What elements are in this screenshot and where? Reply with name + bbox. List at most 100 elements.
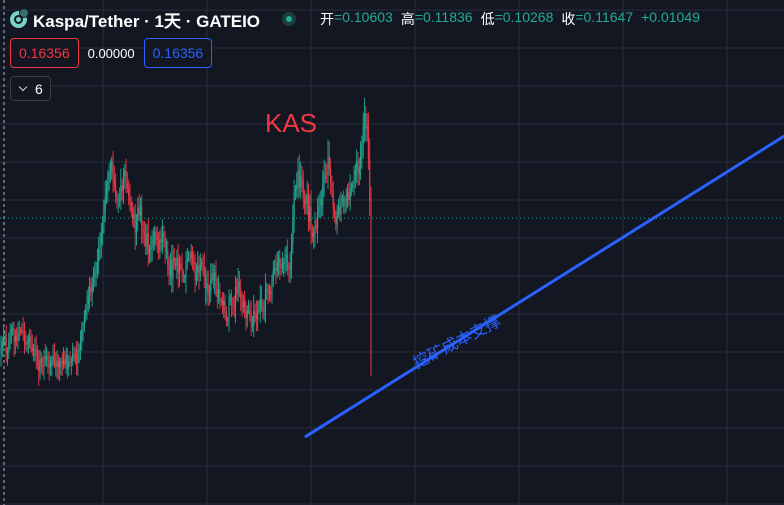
candle-body[interactable]: [173, 257, 175, 262]
candle-body[interactable]: [14, 335, 16, 342]
sell-button[interactable]: 0.16356: [10, 38, 79, 68]
candle-body[interactable]: [284, 257, 286, 262]
candle-body[interactable]: [31, 345, 33, 351]
candle-body[interactable]: [40, 358, 42, 366]
candle-body[interactable]: [330, 169, 332, 184]
candle-body[interactable]: [228, 298, 230, 321]
candle-body[interactable]: [352, 184, 354, 188]
candle-body[interactable]: [281, 263, 283, 269]
candle-body[interactable]: [172, 257, 174, 279]
candle-body[interactable]: [339, 206, 341, 215]
candle-body[interactable]: [16, 335, 18, 341]
candle-body[interactable]: [13, 328, 15, 342]
candle-body[interactable]: [168, 266, 170, 276]
candle-body[interactable]: [128, 187, 130, 197]
candle-body[interactable]: [68, 361, 70, 369]
candle-body[interactable]: [36, 356, 39, 361]
candle-body[interactable]: [18, 330, 20, 332]
candle-body[interactable]: [38, 360, 40, 371]
candle-body[interactable]: [354, 169, 356, 177]
candle-body[interactable]: [309, 206, 311, 222]
candle-body[interactable]: [171, 260, 173, 279]
candle-body[interactable]: [358, 167, 360, 174]
candle-body[interactable]: [300, 175, 302, 187]
candle-body[interactable]: [39, 358, 41, 371]
candle-body[interactable]: [141, 206, 143, 227]
candle-body[interactable]: [259, 299, 261, 310]
candle-body[interactable]: [336, 212, 338, 225]
candle-body[interactable]: [296, 185, 298, 189]
candle-body[interactable]: [212, 273, 214, 281]
candle-body[interactable]: [247, 309, 250, 311]
candle-body[interactable]: [360, 155, 362, 168]
candle-body[interactable]: [332, 191, 334, 209]
candle-body[interactable]: [29, 336, 31, 341]
candle-body[interactable]: [129, 196, 131, 202]
candle-body[interactable]: [57, 360, 59, 368]
candle-body[interactable]: [229, 297, 231, 299]
candle-body[interactable]: [313, 233, 315, 237]
candle-body[interactable]: [245, 307, 247, 319]
kaspa-logo-icon[interactable]: [10, 7, 29, 28]
candle-body[interactable]: [55, 362, 57, 367]
trend-line[interactable]: [304, 134, 784, 438]
candle-body[interactable]: [147, 233, 149, 254]
candle-body[interactable]: [314, 225, 316, 233]
candle-body[interactable]: [154, 231, 156, 244]
candle-body[interactable]: [83, 315, 85, 327]
candle-body[interactable]: [184, 277, 186, 279]
candle-body[interactable]: [208, 293, 210, 295]
candle-body[interactable]: [337, 206, 339, 213]
candle-body[interactable]: [163, 232, 165, 238]
candle-body[interactable]: [237, 281, 239, 294]
candle-body[interactable]: [326, 173, 328, 175]
candle-body[interactable]: [99, 243, 101, 248]
candle-body[interactable]: [255, 313, 257, 320]
candle-body[interactable]: [96, 261, 98, 270]
candle-body[interactable]: [367, 125, 369, 159]
candle-body[interactable]: [340, 198, 342, 215]
candle-body[interactable]: [1, 341, 3, 349]
candle-body[interactable]: [320, 198, 323, 206]
candle-body[interactable]: [158, 239, 160, 252]
candle-body[interactable]: [264, 289, 267, 312]
candle-body[interactable]: [124, 170, 126, 177]
candle-body[interactable]: [137, 207, 139, 221]
candle-body[interactable]: [98, 247, 100, 262]
candle-body[interactable]: [220, 300, 222, 302]
candle-body[interactable]: [261, 299, 263, 306]
candle-body[interactable]: [107, 182, 109, 191]
candle-body[interactable]: [349, 188, 351, 200]
candle-body[interactable]: [108, 172, 110, 182]
candle-body[interactable]: [145, 233, 147, 247]
candle-body[interactable]: [73, 353, 75, 358]
candle-body[interactable]: [241, 297, 243, 307]
candle-body[interactable]: [121, 185, 123, 191]
candle-body[interactable]: [292, 219, 294, 244]
candle-body[interactable]: [111, 162, 113, 172]
candle-body[interactable]: [51, 360, 53, 366]
candle-body[interactable]: [25, 342, 27, 345]
candle-body[interactable]: [307, 194, 310, 222]
candle-body[interactable]: [347, 192, 349, 200]
candle-body[interactable]: [79, 341, 82, 350]
candle-body[interactable]: [34, 348, 36, 350]
candle-body[interactable]: [315, 225, 317, 228]
candle-body[interactable]: [77, 351, 79, 364]
candle-body[interactable]: [297, 170, 299, 186]
candle-body[interactable]: [12, 328, 14, 330]
candle-body[interactable]: [285, 255, 287, 258]
candle-body[interactable]: [257, 310, 259, 320]
candle-body[interactable]: [199, 264, 201, 276]
candle-body[interactable]: [324, 172, 326, 174]
candle-body[interactable]: [87, 295, 89, 305]
candle-body[interactable]: [210, 279, 212, 294]
candle-body[interactable]: [53, 356, 55, 363]
candle-body[interactable]: [146, 233, 148, 247]
candle-body[interactable]: [203, 266, 205, 275]
candle-body[interactable]: [361, 144, 363, 156]
candle-body[interactable]: [236, 287, 238, 294]
candle-body[interactable]: [262, 306, 264, 312]
candle-body[interactable]: [52, 356, 54, 361]
candle-body[interactable]: [135, 220, 138, 233]
